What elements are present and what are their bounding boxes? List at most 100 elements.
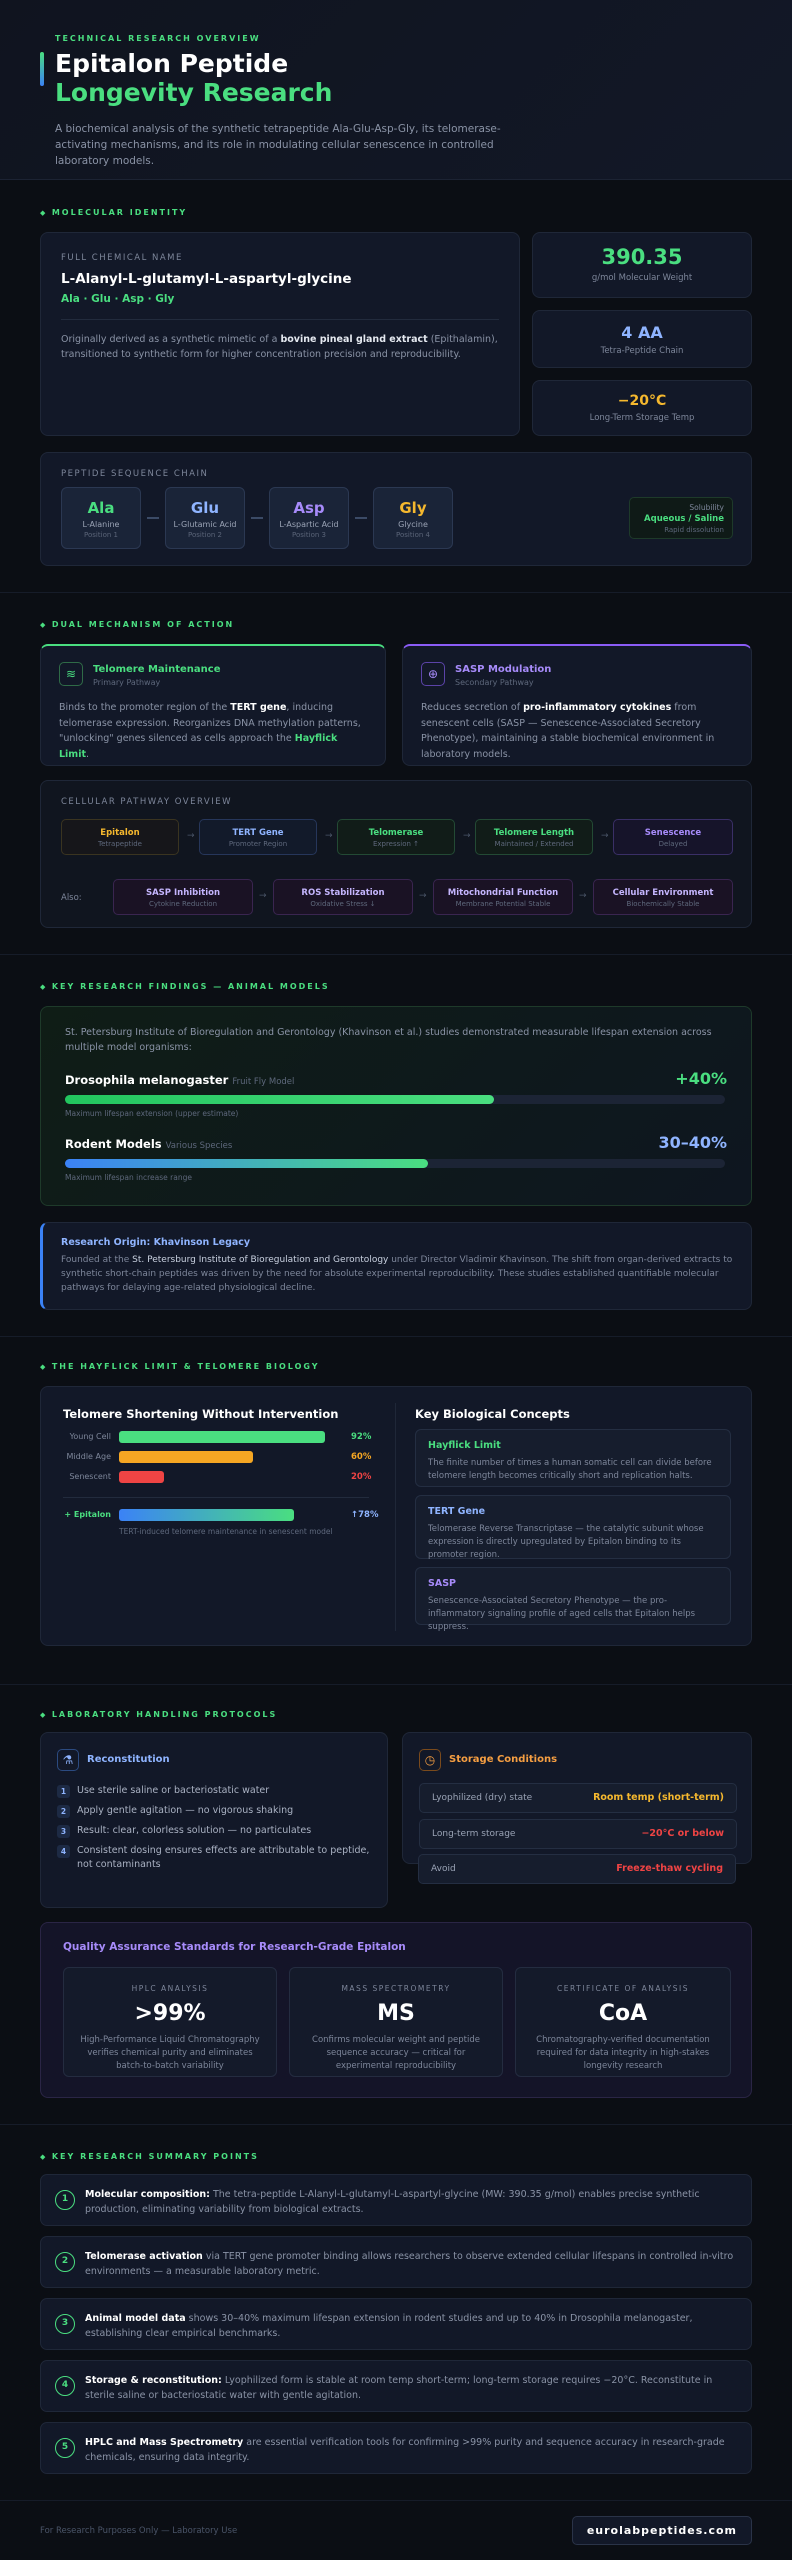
model-value-rodent: 30–40% <box>658 1133 727 1152</box>
section-divider <box>0 2124 792 2125</box>
section-label-mechanism: DUAL MECHANISM OF ACTION <box>40 620 234 629</box>
arrow-right-icon: → <box>463 831 471 841</box>
column-divider <box>395 1403 396 1631</box>
telomere-chart-title: Telomere Shortening Without Intervention <box>63 1407 339 1421</box>
stat-label: g/mol Molecular Weight <box>591 273 693 283</box>
section-divider <box>0 1336 792 1337</box>
stat-chain-length: 4 AA Tetra-Peptide Chain <box>532 310 752 368</box>
mechanism-secondary-text: Reduces secretion of pro-inflammatory cy… <box>421 702 715 760</box>
flask-icon: ⚗ <box>57 1749 79 1771</box>
bar-label-middle: Middle Age <box>66 1452 111 1461</box>
qa-hplc: HPLC ANALYSIS >99% High-Performance Liqu… <box>63 1967 277 2077</box>
chain-connector <box>147 517 159 519</box>
origin-text: Founded at the St. Petersburg Institute … <box>61 1255 733 1293</box>
section-divider <box>0 954 792 955</box>
reconstitution-step-3: Result: clear, colorless solution — no p… <box>77 1825 312 1836</box>
qa-mass-spec: MASS SPECTROMETRY MS Confirms molecular … <box>289 1967 503 2077</box>
hero-description: A biochemical analysis of the synthetic … <box>55 123 501 167</box>
clock-icon: ◷ <box>419 1749 441 1771</box>
reconstitution-step-1: Use sterile saline or bacteriostatic wat… <box>77 1785 270 1796</box>
chain-connector <box>251 517 263 519</box>
storage-row-avoid: Avoid Freeze-thaw cycling <box>418 1854 736 1884</box>
section-divider <box>0 1684 792 1685</box>
stat-storage-temp: −20°C Long-Term Storage Temp <box>532 380 752 436</box>
mechanism-primary-text: Binds to the promoter region of the TERT… <box>59 702 361 760</box>
mechanism-primary-subtitle: Primary Pathway <box>93 678 161 687</box>
hero-header: TECHNICAL RESEARCH OVERVIEW Epitalon Pep… <box>0 0 792 180</box>
concept-tert-gene: TERT Gene Telomerase Reverse Transcripta… <box>415 1495 731 1560</box>
step-number: 3 <box>57 1825 70 1838</box>
section-label-findings: KEY RESEARCH FINDINGS — ANIMAL MODELS <box>40 982 330 991</box>
findings-intro: St. Petersburg Institute of Bioregulatio… <box>65 1027 712 1053</box>
footer-note: For Research Purposes Only — Laboratory … <box>40 2526 238 2536</box>
bar-pct-young: 92% <box>351 1432 372 1442</box>
stat-value: −20°C <box>617 393 667 409</box>
pathway-node-telomerase: Telomerase Expression ↑ <box>337 819 455 855</box>
telomere-bar-young <box>119 1431 325 1443</box>
qa-card: Quality Assurance Standards for Research… <box>40 1922 752 2098</box>
storage-row-lyophilized: Lyophilized (dry) state Room temp (short… <box>419 1783 737 1813</box>
section-label-molecular: MOLECULAR IDENTITY <box>40 208 187 217</box>
mechanism-secondary-subtitle: Secondary Pathway <box>455 678 534 687</box>
model-name-drosophila: Drosophila melanogaster Fruit Fly Model <box>65 1073 295 1087</box>
chain-residue-asp: Asp L-Aspartic Acid Position 3 <box>269 487 349 549</box>
storage-card: ◷ Storage Conditions Lyophilized (dry) s… <box>402 1732 752 1864</box>
step-number: 1 <box>57 1785 70 1798</box>
chain-residue-glu: Glu L-Glutamic Acid Position 2 <box>165 487 245 549</box>
stat-label: Tetra-Peptide Chain <box>600 346 684 356</box>
findings-card: St. Petersburg Institute of Bioregulatio… <box>40 1006 752 1206</box>
chain-label: PEPTIDE SEQUENCE CHAIN <box>61 469 209 479</box>
summary-point-4: 4 Storage & reconstitution: Lyophilized … <box>40 2360 752 2412</box>
pathway-node-senescence: Senescence Delayed <box>613 819 733 855</box>
summary-point-3: 3 Animal model data shows 30–40% maximum… <box>40 2298 752 2350</box>
bar-pct-middle: 60% <box>351 1452 372 1462</box>
concept-sasp: SASP Senescence-Associated Secretory Phe… <box>415 1567 731 1632</box>
molecular-description: Originally derived as a synthetic mimeti… <box>61 334 498 360</box>
bar-label-young: Young Cell <box>69 1432 111 1441</box>
chain-connector <box>355 517 367 519</box>
pathway-also-environment: Cellular Environment Biochemically Stable <box>593 879 733 915</box>
storage-title: Storage Conditions <box>449 1754 558 1765</box>
model-name-rodent: Rodent Models Various Species <box>65 1137 233 1151</box>
qa-title: Quality Assurance Standards for Research… <box>63 1941 406 1953</box>
pathway-overview-card: CELLULAR PATHWAY OVERVIEW Epitalon Tetrap… <box>40 780 752 928</box>
pathway-label: CELLULAR PATHWAY OVERVIEW <box>61 797 233 807</box>
concepts-title: Key Biological Concepts <box>415 1407 570 1421</box>
solubility-box: Solubility Aqueous / Saline Rapid dissol… <box>629 497 733 539</box>
footer-brand-link[interactable]: eurolabpeptides.com <box>571 2516 752 2545</box>
section-divider <box>0 2500 792 2501</box>
bar-pct-epitalon: ↑78% <box>351 1510 379 1520</box>
qa-coa: CERTIFICATE OF ANALYSIS CoA Chromatograp… <box>515 1967 731 2077</box>
mechanism-primary-title: Telomere Maintenance <box>93 664 221 675</box>
step-number: 4 <box>57 1845 70 1858</box>
telomere-bar-middle <box>119 1451 253 1463</box>
progress-fill-drosophila <box>65 1095 494 1104</box>
concept-hayflick-limit: Hayflick Limit The finite number of time… <box>415 1429 731 1487</box>
telomere-bar-senescent <box>119 1471 164 1483</box>
summary-point-1: 1 Molecular composition: The tetra-pepti… <box>40 2174 752 2226</box>
pathway-also-label: Also: <box>61 893 82 903</box>
arrow-right-icon: → <box>259 891 267 901</box>
hero-title-line1: Epitalon Peptide <box>55 49 289 78</box>
mechanism-secondary-card: ⊕ SASP Modulation Secondary Pathway Redu… <box>402 644 752 766</box>
section-divider <box>0 592 792 593</box>
plus-circle-icon: ⊕ <box>421 662 445 686</box>
chemical-name-card: FULL CHEMICAL NAME L-Alanyl-L-glutamyl-L… <box>40 232 520 436</box>
telomere-bar-epitalon <box>119 1509 294 1521</box>
divider <box>63 1497 369 1498</box>
chemical-name-label: FULL CHEMICAL NAME <box>61 253 183 263</box>
pathway-node-epitalon: Epitalon Tetrapeptide <box>61 819 179 855</box>
progress-fill-rodent <box>65 1159 428 1168</box>
pathway-also-mitochondrial: Mitochondrial Function Membrane Potential… <box>433 879 573 915</box>
model-value-drosophila: +40% <box>675 1069 727 1088</box>
reconstitution-step-4: Consistent dosing ensures effects are at… <box>77 1845 370 1870</box>
section-label-hayflick: THE HAYFLICK LIMIT & TELOMERE BIOLOGY <box>40 1362 320 1371</box>
research-origin-card: Research Origin: Khavinson Legacy Founde… <box>40 1222 752 1310</box>
reconstitution-title: Reconstitution <box>87 1754 170 1765</box>
arrow-right-icon: → <box>419 891 427 901</box>
arrow-right-icon: → <box>601 831 609 841</box>
step-number: 2 <box>57 1805 70 1818</box>
bar-label-epitalon: + Epitalon <box>64 1510 111 1519</box>
summary-point-5: 5 HPLC and Mass Spectrometry are essenti… <box>40 2422 752 2474</box>
